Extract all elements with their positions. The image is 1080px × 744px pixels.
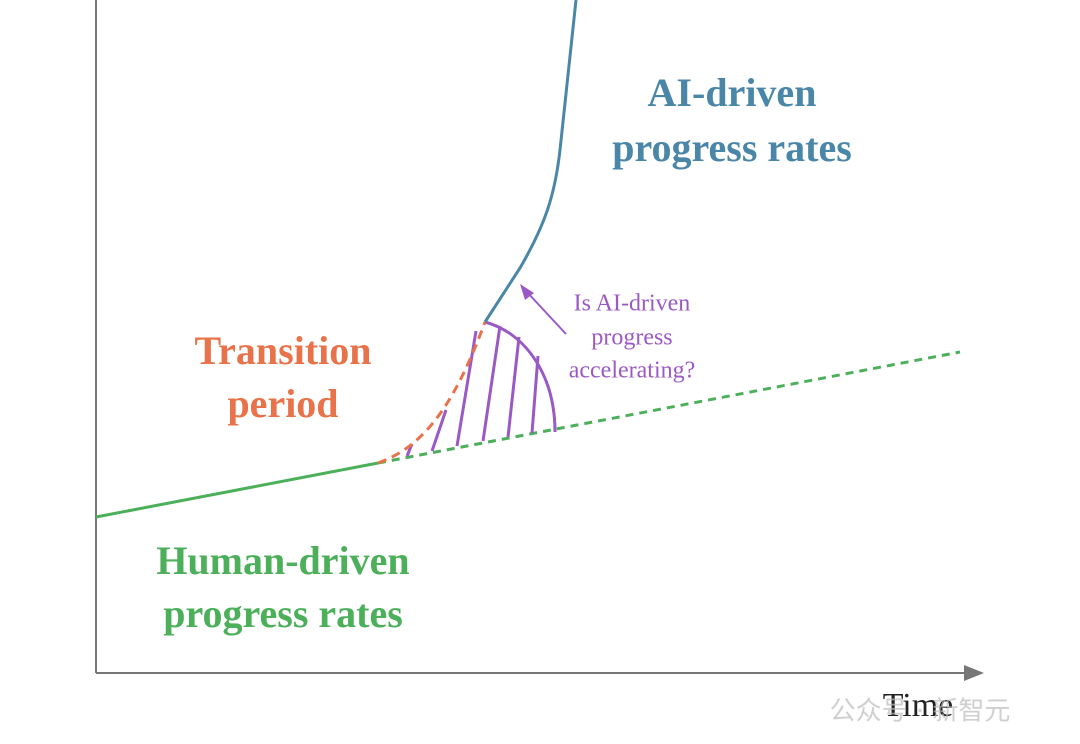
human-trend — [95, 461, 379, 519]
human-label: Human-driven — [156, 538, 409, 583]
ai-label: AI-driven — [648, 70, 817, 115]
human-label: progress rates — [163, 591, 403, 636]
ai-curve — [483, 0, 578, 323]
question-text: progress — [591, 325, 672, 351]
hatch-line — [481, 325, 502, 442]
transition-label: period — [227, 381, 338, 426]
question-text: accelerating? — [569, 358, 696, 384]
hatch-line — [530, 355, 540, 434]
watermark: 公众号 · 新智元 — [830, 697, 1011, 727]
hatch-region — [405, 320, 557, 457]
hatch-line — [506, 336, 521, 438]
question-arrow — [525, 290, 567, 335]
transition-curve — [377, 321, 487, 465]
x-axis-arrow — [964, 665, 984, 681]
x-axis-label: Time — [883, 687, 954, 724]
hatch-line — [430, 409, 448, 452]
human-trend-extrapolation — [377, 350, 961, 465]
question-arrowhead — [520, 284, 534, 300]
question-text: Is AI-driven — [574, 291, 691, 317]
transition-label: Transition — [194, 328, 371, 373]
ai-label: progress rates — [612, 125, 852, 170]
